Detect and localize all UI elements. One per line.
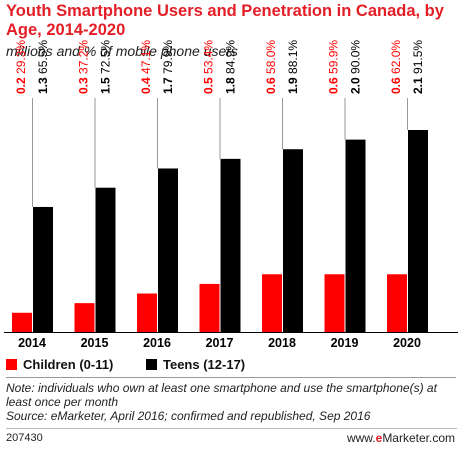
x-tick-label: 2016 [143,336,171,350]
data-label-teens-value: 2.0 [349,74,363,94]
data-label-teens-value: 1.9 [286,74,300,94]
data-label-teens-value: 1.8 [224,74,238,94]
data-label-children-value: 0.6 [264,74,278,94]
data-label-children: 0.6 62.0% [389,40,403,94]
data-label-children: 0.3 37.2% [77,40,91,94]
chart-subtitle: millions and % of mobile phone users [6,43,238,59]
legend-label-teens: Teens (12-17) [163,357,246,372]
bar-teens [345,139,366,332]
data-label-children-value: 0.6 [327,74,341,94]
bar-children [262,274,282,332]
data-label-teens-value: 1.7 [161,74,175,94]
bar-teens [158,168,178,332]
x-tick-label: 2018 [268,336,296,350]
data-label-teens-penetration: 90.0% [349,40,363,74]
data-label-teens-penetration: 88.1% [286,40,300,74]
bar-chart: 2014 0.2 29.3% 1.3 65.5% 2015 0.3 37.2% 1.5 7… [4,40,458,350]
bar-teens [33,206,53,332]
data-label-children-value: 0.6 [389,74,403,94]
data-label-children: 0.5 53.4% [202,40,216,94]
data-label-children: 0.2 29.3% [14,40,28,94]
brand-prefix: www. [346,431,376,445]
data-label-children-penetration: 37.2% [77,40,91,74]
data-label-teens-penetration: 84.9% [224,40,238,74]
bar-teens [95,187,116,332]
data-label-teens-value: 1.3 [36,74,50,94]
data-label-children-penetration: 47.1% [139,40,153,74]
data-label-children-penetration: 62.0% [389,40,403,74]
bar-children [74,303,95,332]
data-label-children: 0.4 47.1% [139,40,153,94]
brand-e: e [375,431,383,445]
bar-children [137,293,157,332]
data-label-teens-penetration: 65.5% [36,40,50,74]
bar-children [387,274,407,332]
chart-title: Youth Smartphone Users and Penetration i… [6,2,444,39]
legend-swatch-teens [146,359,157,370]
data-label-children-penetration: 59.9% [327,40,341,74]
data-label-teens: 2.0 90.0% [349,40,363,94]
data-label-children: 0.6 59.9% [327,40,341,94]
legend-swatch-children [6,359,17,370]
data-label-teens: 1.5 72.5% [99,40,113,94]
data-label-children-value: 0.4 [139,74,153,94]
data-label-teens: 2.1 91.5% [411,40,425,94]
brand-link[interactable]: www.eMarketer.com [347,431,455,445]
data-label-teens-value: 1.5 [99,74,113,94]
x-tick-label: 2014 [18,336,46,350]
legend-item-teens: Teens (12-17) [146,357,245,372]
x-tick-label: 2020 [393,336,421,350]
note-text: Note: individuals who own at least one s… [6,381,437,409]
chart-id: 207430 [6,432,43,444]
data-label-children-penetration: 53.4% [202,40,216,74]
data-label-teens-value: 2.1 [411,74,425,94]
x-tick-label: 2017 [206,336,234,350]
data-label-teens-penetration: 91.5% [411,40,425,74]
legend: Children (0-11) Teens (12-17) [6,357,456,378]
x-tick-label: 2019 [331,336,359,350]
data-label-children-value: 0.3 [77,74,91,94]
notes: Note: individuals who own at least one s… [6,381,458,423]
x-tick-label: 2015 [81,336,109,350]
bar-children [324,274,345,332]
bar-children [199,283,220,332]
brand-rest: Marketer.com [382,431,455,445]
source-text: Source: eMarketer, April 2016; confirmed… [6,409,371,423]
bar-children [12,312,32,332]
data-label-children-value: 0.2 [14,74,28,94]
bar-teens [220,158,241,332]
footer-divider [6,428,457,429]
legend-item-children: Children (0-11) [6,357,113,372]
bar-teens [408,130,428,332]
data-label-teens: 1.3 65.5% [36,40,50,94]
data-label-children-penetration: 29.3% [14,40,28,74]
data-label-teens-penetration: 79.9% [161,40,175,74]
data-label-teens: 1.7 79.9% [161,40,175,94]
legend-divider [6,377,456,378]
legend-label-children: Children (0-11) [23,357,114,372]
data-label-children-value: 0.5 [202,74,216,94]
data-label-teens: 1.9 88.1% [286,40,300,94]
bar-teens [283,149,303,332]
data-label-teens-penetration: 72.5% [99,40,113,74]
data-label-children: 0.6 58.0% [264,40,278,94]
data-label-children-penetration: 58.0% [264,40,278,74]
data-label-teens: 1.8 84.9% [224,40,238,94]
